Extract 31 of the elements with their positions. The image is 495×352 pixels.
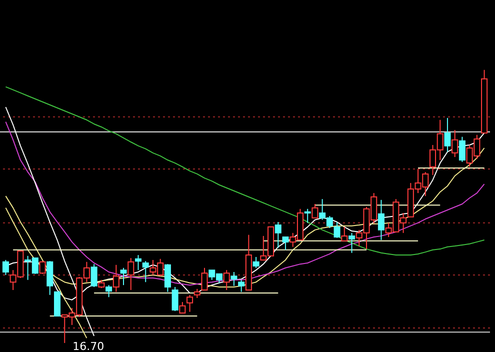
candlestick xyxy=(223,270,230,291)
candlestick xyxy=(142,260,149,283)
candlestick xyxy=(312,203,318,218)
candlestick xyxy=(458,136,466,162)
candlestick xyxy=(90,264,98,288)
candlestick xyxy=(274,222,282,248)
candlestick xyxy=(186,294,194,312)
candlestick xyxy=(230,271,238,286)
candlestick xyxy=(2,259,9,276)
candlestick xyxy=(378,199,384,241)
candlestick xyxy=(179,302,186,314)
candlestick xyxy=(134,254,142,271)
candlestick xyxy=(452,129,458,158)
annotation: 16.70 xyxy=(72,340,104,352)
candlestick xyxy=(238,279,245,292)
candlestick xyxy=(106,284,112,298)
candlestick xyxy=(282,236,289,250)
candlestick xyxy=(120,267,127,286)
candlestick xyxy=(334,222,340,238)
candlestick xyxy=(348,232,356,254)
candlestick xyxy=(341,226,348,242)
candlestick xyxy=(201,267,208,291)
candlestick xyxy=(112,264,120,292)
candlestick xyxy=(304,208,311,224)
candlestick xyxy=(194,288,200,298)
candlestick xyxy=(252,256,260,268)
candlestick xyxy=(172,286,178,312)
candlestick xyxy=(444,117,451,152)
candlestick xyxy=(128,258,134,291)
candlestick xyxy=(39,260,46,274)
candlestick xyxy=(164,264,171,292)
